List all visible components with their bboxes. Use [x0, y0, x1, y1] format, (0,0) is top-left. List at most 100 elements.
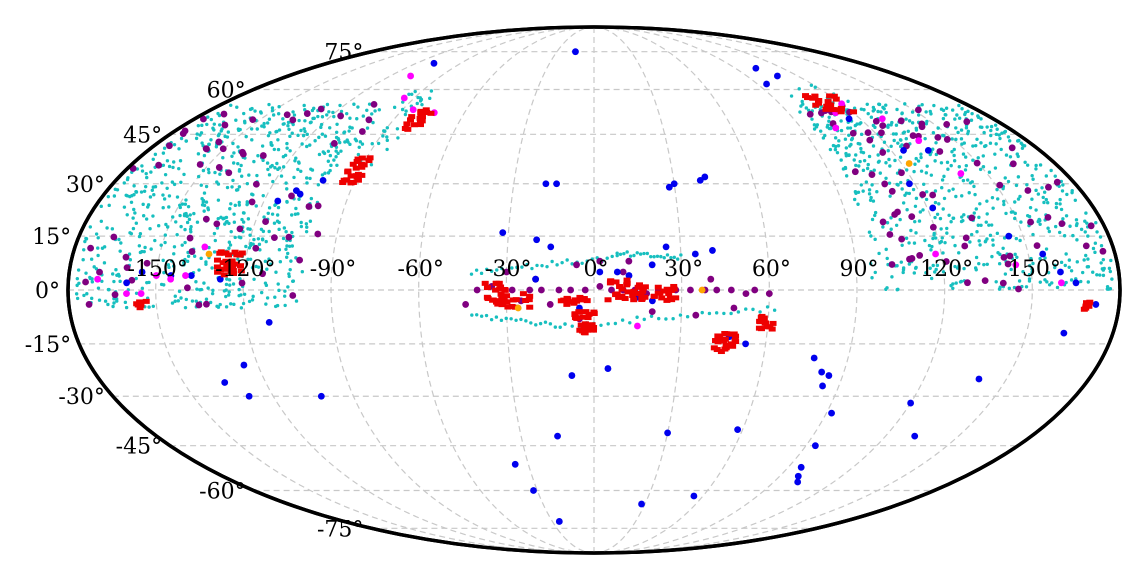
data-point [224, 294, 228, 299]
data-point [221, 121, 229, 129]
data-point [1018, 194, 1022, 199]
data-point [285, 244, 289, 248]
data-point [1038, 222, 1042, 227]
data-point [956, 130, 960, 135]
data-point [185, 220, 190, 225]
data-point [882, 140, 887, 144]
data-point [1002, 199, 1006, 204]
data-point [824, 99, 832, 105]
data-point [1070, 188, 1074, 193]
data-point [638, 500, 645, 508]
data-point [760, 315, 768, 321]
data-point [194, 280, 198, 284]
latitude-label: 60° [207, 78, 246, 103]
data-point [231, 141, 235, 146]
data-point [273, 304, 278, 309]
data-point [404, 126, 412, 132]
data-point [1099, 261, 1103, 265]
data-point [227, 221, 231, 226]
data-point [878, 115, 886, 123]
data-point [240, 217, 244, 222]
data-point [1098, 235, 1103, 239]
data-point [968, 214, 976, 222]
data-point [97, 298, 102, 302]
data-point [75, 296, 80, 301]
longitude-label: 150° [1008, 257, 1061, 282]
data-point [729, 311, 733, 316]
data-point [672, 295, 680, 301]
data-point [659, 254, 663, 259]
data-point [370, 142, 374, 146]
data-point [638, 252, 643, 256]
data-point [320, 132, 325, 136]
data-point [165, 159, 170, 163]
data-point [277, 288, 281, 293]
data-point [867, 192, 872, 196]
data-point [429, 89, 434, 93]
data-point [211, 126, 215, 130]
data-point [111, 304, 115, 309]
data-point [1016, 175, 1021, 179]
data-point [1034, 163, 1038, 168]
data-point [227, 246, 231, 250]
data-point [469, 272, 474, 276]
data-point [494, 315, 499, 319]
data-point [941, 207, 945, 211]
data-point [855, 122, 859, 126]
data-point [1101, 273, 1106, 278]
data-point [917, 219, 922, 223]
data-point [400, 107, 405, 112]
data-point [194, 299, 198, 303]
data-point [1036, 219, 1040, 224]
data-point [213, 170, 217, 175]
data-point [572, 48, 579, 56]
data-point [237, 287, 241, 292]
data-point [1061, 183, 1065, 187]
data-point [930, 244, 934, 249]
data-point [867, 230, 872, 234]
data-point [299, 128, 303, 133]
data-point [596, 257, 604, 265]
data-point [1084, 211, 1088, 215]
data-point [538, 286, 545, 294]
data-point [300, 142, 304, 146]
data-point [286, 251, 290, 256]
data-point [1009, 267, 1013, 272]
data-point [664, 429, 671, 437]
data-point [508, 303, 516, 309]
data-point [335, 163, 339, 168]
data-point [912, 241, 917, 245]
data-point [950, 137, 954, 141]
data-point [314, 230, 322, 238]
data-point [709, 247, 716, 254]
data-point [890, 275, 894, 279]
data-point [247, 173, 251, 177]
data-point [112, 279, 116, 284]
data-point [177, 147, 181, 151]
data-point [227, 278, 232, 282]
data-point [532, 275, 540, 283]
data-point [338, 103, 342, 108]
data-point [94, 275, 102, 283]
data-point [281, 236, 286, 241]
data-point [664, 317, 668, 321]
data-point [929, 276, 934, 281]
data-point [1061, 217, 1065, 221]
data-point [272, 221, 277, 225]
data-point [1025, 163, 1030, 167]
data-point [111, 291, 119, 299]
data-point [885, 286, 889, 290]
data-point [113, 187, 117, 191]
data-point [940, 185, 944, 190]
data-point [314, 202, 322, 210]
data-point [707, 275, 715, 283]
data-point [509, 297, 517, 303]
data-point [1044, 247, 1049, 251]
data-point [1083, 219, 1087, 223]
data-point [236, 225, 244, 233]
data-point [962, 213, 966, 217]
data-point [669, 255, 673, 260]
data-point [915, 137, 923, 145]
data-point [326, 159, 331, 163]
data-point [843, 166, 848, 171]
